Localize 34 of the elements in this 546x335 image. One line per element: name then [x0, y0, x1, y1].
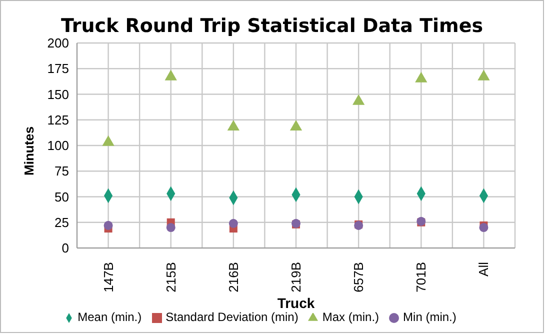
x-tick-label: 147B	[100, 262, 116, 292]
legend-label: Standard Deviation (min)	[166, 310, 298, 324]
x-tick-label: All	[476, 262, 492, 276]
x-tick-label: 216B	[226, 262, 241, 292]
y-tick-label: 200	[47, 36, 69, 51]
x-axis-title: Truck	[277, 295, 315, 311]
x-tick-label: 701B	[414, 262, 429, 292]
y-tick-label: 75	[54, 164, 69, 179]
point	[352, 94, 365, 105]
y-tick-label: 0	[62, 240, 69, 256]
point	[415, 72, 428, 82]
point	[479, 222, 488, 232]
legend-label: Mean (min.)	[78, 310, 142, 324]
legend-label: Max (min.)	[322, 310, 380, 324]
point	[227, 120, 240, 131]
x-tick-label: 219B	[288, 262, 304, 292]
point	[102, 135, 114, 146]
point	[228, 218, 238, 228]
chart-title: Truck Round Trip Statistical Data Times	[60, 15, 484, 37]
point	[290, 120, 302, 131]
point	[104, 220, 113, 230]
y-tick-label: 50	[54, 189, 69, 204]
x-tick-label: 657B	[351, 262, 366, 292]
y-tick-label: 100	[47, 138, 69, 154]
y-axis-title: Minutes	[22, 126, 37, 176]
y-tick-label: 175	[47, 61, 69, 76]
x-tick-label: 215B	[163, 262, 178, 292]
legend-label: Min (min.)	[403, 310, 456, 324]
point	[166, 222, 176, 232]
y-tick-label: 25	[54, 214, 69, 230]
point	[478, 70, 490, 80]
y-tick-label: 125	[47, 112, 69, 128]
point	[164, 70, 177, 80]
y-tick-label: 150	[47, 86, 69, 102]
